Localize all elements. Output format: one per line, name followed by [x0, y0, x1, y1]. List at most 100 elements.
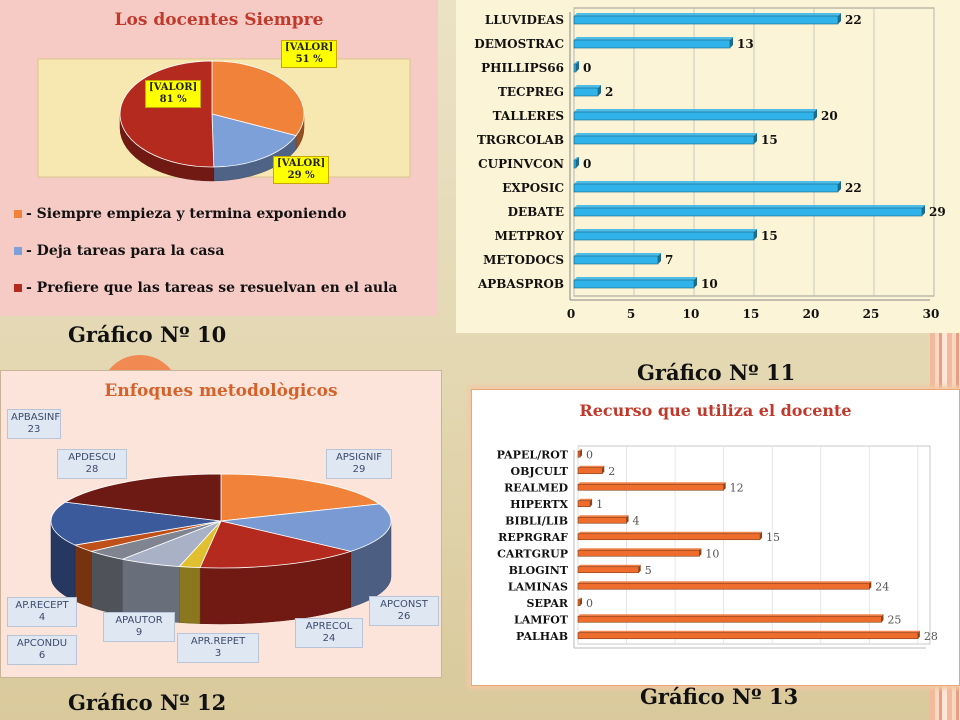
chart-11-bar-top — [574, 205, 925, 208]
chart-11-bar-top — [574, 85, 601, 88]
chart-13-value-label: 2 — [608, 465, 615, 478]
chart-13-title: Recurso que utiliza el docente — [579, 401, 852, 420]
chart-13-bar — [577, 582, 870, 590]
chart-11-bar-end — [598, 85, 601, 96]
chart-11-value-label: 15 — [761, 133, 778, 147]
chart-11-bar-end — [694, 277, 697, 288]
chart-11-category-label: DEBATE — [508, 205, 564, 219]
pie-slice — [220, 473, 381, 522]
chart-13-bar — [577, 516, 627, 524]
chart-11-category-label: DEMOSTRAC — [474, 37, 564, 51]
chart-13-category-label: LAMFOT — [514, 613, 569, 626]
chart-13-bar-top — [578, 449, 582, 452]
legend-swatch — [14, 209, 22, 218]
chart-13-bar — [577, 566, 639, 574]
chart-11-bar-top — [574, 133, 757, 136]
chart-11-bar-end — [730, 37, 733, 48]
chart-11-bar-end — [576, 61, 579, 72]
legend-item: - Siempre empieza y termina exponiendo — [14, 204, 397, 223]
chart-11-bar — [573, 39, 731, 49]
chart-13-bar-top — [578, 630, 920, 633]
chart-11-bar — [573, 279, 695, 289]
legend-item: - Prefiere que las tareas se resuelvan e… — [14, 278, 397, 297]
chart-13-caption: Gráfico Nº 13 — [640, 684, 799, 709]
legend-item: - Deja tareas para la casa — [14, 241, 397, 260]
chart-13-category-label: PALHAB — [516, 630, 568, 643]
chart-13-value-label: 0 — [586, 597, 593, 610]
chart-11-category-label: CUPINVCON — [478, 157, 564, 171]
chart-11-tick-label: 0 — [567, 307, 575, 321]
chart-11-category-label: METPROY — [495, 229, 565, 243]
chart-13-value-label: 28 — [924, 630, 938, 643]
chart-11-category-label: LLUVIDEAS — [485, 13, 564, 27]
chart-13-bar-end — [881, 614, 884, 623]
chart-10-legend: - Siempre empieza y termina exponiendo -… — [14, 204, 397, 315]
chart-11-caption: Gráfico Nº 11 — [637, 360, 796, 385]
chart-12-slice-label: APSIGNIF 29 — [326, 449, 392, 479]
chart-13-bar-top — [578, 564, 641, 567]
chart-11-bar-top — [574, 13, 841, 16]
legend-swatch — [14, 246, 22, 255]
chart-11-bar — [573, 255, 659, 265]
chart-12-title: Enfoques metodològicos — [104, 381, 338, 401]
chart-13-bar — [577, 467, 603, 475]
chart-13-bar-top — [578, 548, 702, 551]
chart-11-bar-end — [838, 181, 841, 192]
pie-slice — [64, 473, 222, 522]
chart-12-panel: Enfoques metodològicos APBASINF 23 APDESC… — [0, 370, 442, 678]
chart-13-bar — [577, 549, 700, 557]
chart-11-category-label: APBASPROB — [477, 277, 564, 291]
chart-11-category-label: PHILLIPS66 — [481, 61, 564, 75]
chart-10-pie — [119, 60, 305, 182]
chart-11-bar-end — [754, 133, 757, 144]
chart-11-value-label: 22 — [845, 181, 862, 195]
chart-13-bar-end — [869, 581, 872, 590]
chart-13-bar — [577, 450, 581, 458]
chart-13-category-label: LAMINAS — [508, 580, 568, 593]
chart-12-slice-label: APBASINF 23 — [7, 409, 61, 439]
chart-11-value-label: 2 — [605, 85, 613, 99]
chart-13-bar-top — [578, 498, 593, 501]
chart-10-caption: Gráfico Nº 10 — [68, 322, 227, 347]
chart-11-bar — [573, 135, 755, 145]
legend-label: - Prefiere que las tareas se resuelvan e… — [26, 279, 398, 296]
chart-11-value-label: 0 — [583, 157, 591, 171]
chart-13-category-label: SEPAR — [527, 597, 569, 610]
chart-13-bar — [577, 615, 882, 623]
pie-slice — [211, 60, 305, 137]
chart-13-bar-top — [578, 515, 629, 518]
chart-13-bar-end — [580, 597, 582, 606]
chart-11-bar-end — [754, 229, 757, 240]
chart-11-bar-top — [574, 253, 661, 256]
chart-11-bar-top — [574, 109, 817, 112]
chart-13-bar-end — [602, 465, 605, 474]
chart-13-category-label: CARTGRUP — [497, 547, 568, 560]
chart-10-value-label: [VALOR] 29 % — [273, 156, 330, 184]
chart-13-value-label: 12 — [730, 481, 744, 494]
pie-slice — [50, 501, 222, 546]
chart-11-category-label: TRGRCOLAB — [477, 133, 564, 147]
chart-11-bar-end — [838, 13, 841, 24]
chart-11-bar — [573, 111, 815, 121]
chart-11-value-label: 0 — [583, 61, 591, 75]
chart-11-tick-label: 15 — [743, 307, 760, 321]
chart-11-category-label: TECPREG — [498, 85, 564, 99]
chart-13-bar-top — [578, 614, 884, 617]
chart-11-category-label: METODOCS — [483, 253, 564, 267]
chart-13-bar-end — [626, 515, 629, 524]
chart-13-value-label: 25 — [887, 613, 901, 626]
chart-11-tick-label: 25 — [863, 307, 880, 321]
pie-slice — [220, 503, 392, 552]
legend-label: - Deja tareas para la casa — [26, 242, 225, 259]
chart-13-value-label: 4 — [633, 514, 640, 527]
chart-13-bar-top — [578, 531, 763, 534]
chart-11-bar — [573, 15, 839, 25]
chart-10-panel: Los docentes Siempre [VALOR] 51 % [VALOR]… — [0, 0, 438, 316]
chart-13-bar-top — [578, 465, 605, 468]
chart-11-bar — [573, 207, 923, 217]
chart-11-value-label: 15 — [761, 229, 778, 243]
chart-13-plot-area — [577, 445, 931, 645]
chart-13-bars: PAPEL/ROT 0 OBJCULT 2 REALMED 12 HIPERTX 1 BIBLI… — [497, 445, 938, 649]
chart-11-tick-label: 20 — [803, 307, 820, 321]
